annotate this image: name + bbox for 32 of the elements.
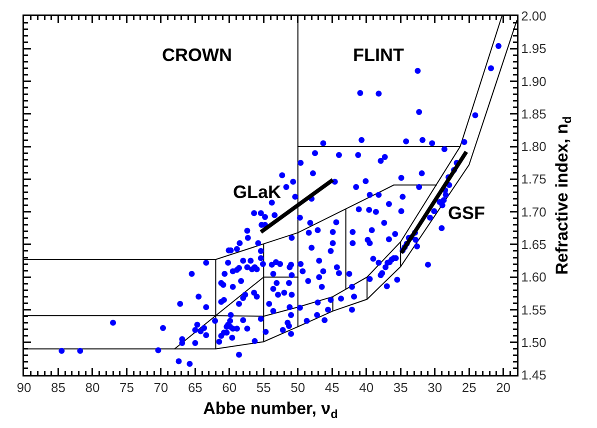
annotation: GSF bbox=[448, 203, 486, 223]
x-tick-label: 75 bbox=[119, 380, 134, 396]
x-tick-label: 80 bbox=[85, 380, 100, 396]
y-tick-label: 1.60 bbox=[521, 270, 546, 285]
x-tick-label: 35 bbox=[393, 380, 408, 396]
x-tick-label: 40 bbox=[359, 380, 374, 396]
x-tick-label: 30 bbox=[428, 380, 442, 396]
x-tick-label: 60 bbox=[222, 380, 237, 396]
annotation: CROWN bbox=[162, 45, 232, 65]
y-tick-label: 2.00 bbox=[521, 8, 546, 24]
y-tick-label: 1.55 bbox=[521, 302, 546, 318]
y-tick-label: 1.90 bbox=[521, 74, 546, 89]
x-tick-label: 45 bbox=[324, 380, 340, 396]
y-tick-label: 1.65 bbox=[521, 237, 546, 252]
y-tick-label: 1.50 bbox=[521, 334, 546, 350]
y-tick-label: 1.45 bbox=[521, 368, 546, 383]
annotation: FLINT bbox=[353, 45, 404, 65]
x-tick-label: 70 bbox=[154, 380, 168, 396]
x-tick-label: 55 bbox=[256, 380, 271, 396]
x-tick-label: 50 bbox=[290, 380, 306, 396]
y-tick-label: 1.75 bbox=[521, 172, 546, 187]
y-tick-label: 1.80 bbox=[521, 139, 546, 154]
x-axis-title: Abbe number, ν$_{d}$ bbox=[203, 399, 338, 421]
x-tick-label: 65 bbox=[188, 380, 202, 396]
annotation: GLaK bbox=[233, 182, 282, 202]
x-tick-label: 85 bbox=[51, 380, 66, 396]
y-tick-label: 1.85 bbox=[521, 106, 546, 122]
y-tick-label: 1.70 bbox=[521, 204, 546, 220]
x-tick-label: 90 bbox=[16, 380, 32, 396]
x-tick-label: 20 bbox=[496, 380, 511, 396]
x-tick-label: 25 bbox=[462, 380, 476, 396]
y-tick-label: 1.95 bbox=[521, 41, 546, 56]
